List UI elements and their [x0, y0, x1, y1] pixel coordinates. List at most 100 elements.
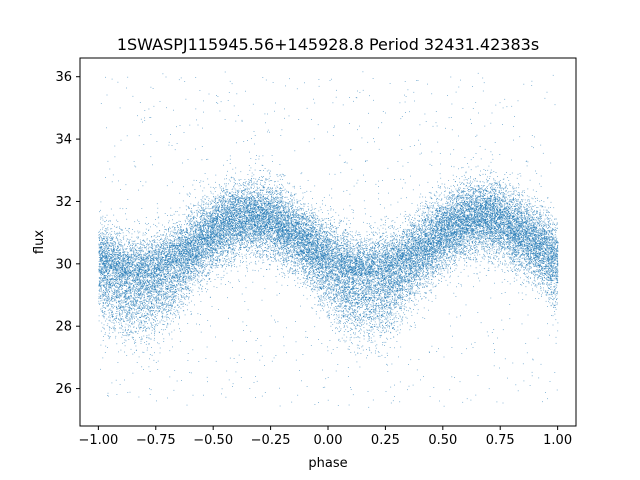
data-point: [512, 261, 514, 263]
data-point: [477, 224, 479, 226]
data-point: [496, 232, 497, 234]
data-point: [536, 286, 538, 288]
data-point: [366, 270, 367, 272]
data-point: [125, 278, 127, 280]
data-point: [441, 219, 442, 220]
data-point: [367, 271, 369, 273]
data-point: [225, 235, 227, 236]
data-point: [537, 268, 539, 270]
data-point: [460, 219, 462, 221]
data-point: [275, 218, 276, 220]
data-point: [521, 261, 522, 263]
data-point: [155, 249, 156, 250]
data-point: [173, 285, 175, 287]
data-point: [287, 243, 288, 244]
data-point: [336, 245, 338, 247]
data-point: [314, 232, 316, 234]
data-point: [335, 243, 337, 245]
data-point: [212, 187, 214, 188]
data-point: [449, 248, 451, 249]
data-point: [383, 260, 385, 262]
data-point: [481, 246, 483, 248]
data-point: [354, 270, 356, 272]
data-point: [342, 232, 344, 234]
data-point: [424, 246, 426, 247]
data-point: [410, 225, 412, 227]
data-point: [157, 267, 159, 268]
data-point: [226, 237, 228, 239]
data-point: [428, 273, 430, 275]
data-point: [538, 229, 540, 231]
data-point: [162, 303, 164, 305]
data-point: [292, 211, 293, 213]
data-point: [298, 219, 300, 221]
data-point: [175, 280, 176, 282]
data-point: [374, 285, 376, 286]
data-point: [455, 238, 457, 239]
data-point: [486, 242, 488, 244]
data-point: [521, 224, 522, 226]
data-point: [172, 234, 174, 236]
data-point: [408, 282, 409, 284]
data-point: [212, 225, 213, 226]
data-point: [463, 197, 465, 199]
data-point: [272, 215, 274, 216]
data-point: [287, 204, 289, 206]
data-point: [288, 276, 289, 278]
data-point: [297, 265, 299, 267]
data-point: [372, 274, 374, 276]
data-point: [371, 284, 372, 286]
data-point: [123, 253, 125, 255]
data-point: [298, 221, 300, 223]
data-point: [279, 210, 281, 212]
data-point: [422, 214, 423, 216]
data-point: [406, 197, 407, 199]
data-point: [506, 206, 507, 208]
data-point: [463, 208, 465, 209]
data-point: [174, 295, 176, 296]
data-point: [441, 207, 443, 209]
data-point: [121, 271, 123, 273]
data-point: [235, 212, 237, 213]
data-point: [261, 198, 262, 200]
data-point: [376, 287, 377, 288]
data-point: [207, 261, 209, 263]
data-point: [423, 268, 424, 270]
data-point: [116, 306, 117, 308]
data-point: [312, 272, 314, 274]
data-point: [129, 264, 131, 266]
data-point: [184, 260, 186, 262]
data-point: [320, 233, 322, 235]
data-point: [295, 234, 297, 235]
data-point: [157, 307, 159, 309]
data-point: [478, 213, 479, 215]
data-point: [531, 225, 532, 227]
data-point: [170, 295, 172, 297]
data-point: [449, 224, 451, 226]
data-point: [365, 246, 367, 247]
data-point: [197, 264, 198, 266]
data-point: [538, 270, 539, 271]
data-point: [315, 246, 317, 248]
data-point: [322, 224, 324, 225]
data-point: [285, 242, 287, 244]
data-point: [221, 244, 222, 246]
data-point: [340, 277, 342, 279]
data-point: [370, 293, 372, 295]
data-point: [316, 231, 318, 233]
data-point: [555, 256, 557, 257]
data-point: [523, 83, 525, 85]
data-point: [492, 242, 494, 244]
data-point: [147, 277, 149, 278]
data-point: [484, 256, 486, 258]
data-point: [402, 261, 404, 262]
data-point: [408, 277, 410, 279]
data-point: [384, 216, 386, 218]
data-point: [357, 248, 358, 249]
data-point: [230, 238, 232, 240]
data-point: [281, 205, 282, 207]
data-point: [200, 280, 202, 282]
data-point: [143, 259, 145, 260]
data-point: [461, 233, 463, 235]
data-point: [134, 278, 136, 280]
